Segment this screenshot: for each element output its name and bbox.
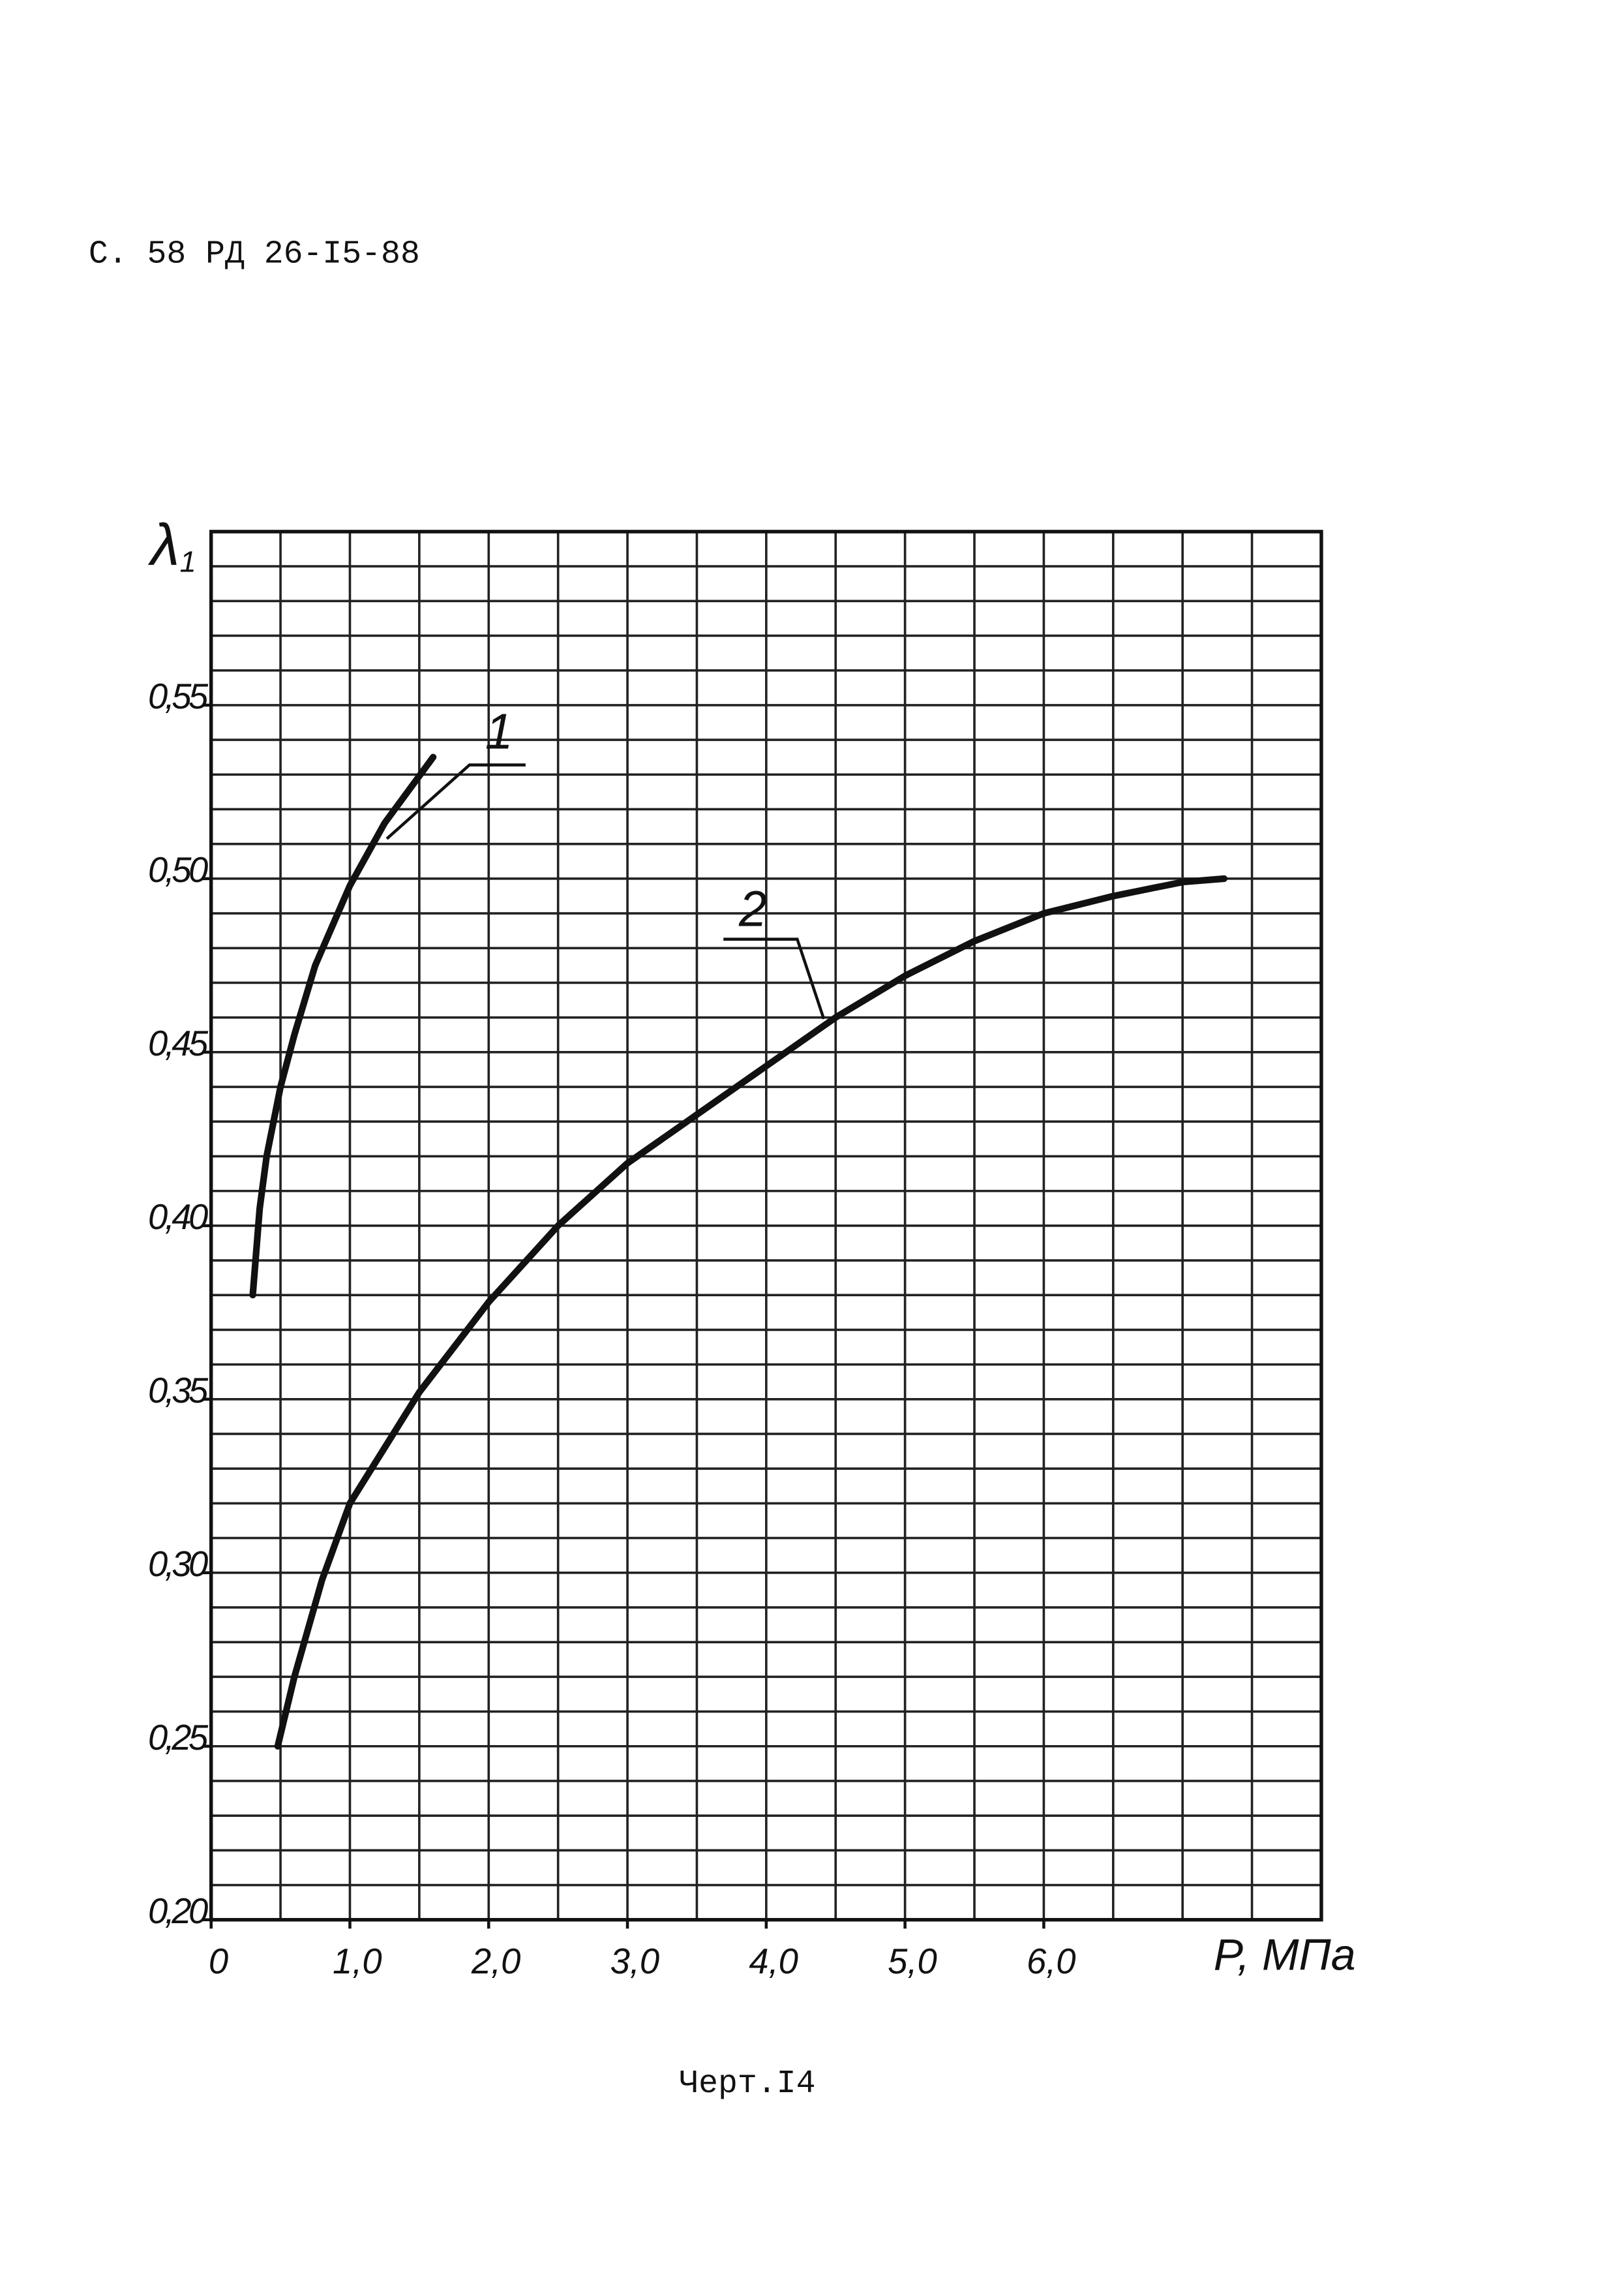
x-tick-label: 0 (209, 1941, 228, 1981)
x-tick-label: 1,0 (333, 1941, 382, 1981)
x-tick-label: 6,0 (1027, 1941, 1076, 1981)
page-header: С. 58 РД 26-I5-88 (89, 236, 420, 273)
y-axis-subscript: 1 (179, 545, 196, 579)
curve-label: 1 (485, 704, 513, 760)
x-tick-label: 3,0 (610, 1941, 660, 1981)
y-tick-label: 0,55 (148, 677, 209, 716)
x-tick-label: 4,0 (749, 1941, 798, 1981)
x-tick-label: 2,0 (471, 1941, 521, 1981)
curve (249, 753, 437, 1299)
x-axis-label: P, МПа (1214, 1931, 1356, 1980)
leader-line (723, 937, 826, 1020)
curve-label: 2 (738, 881, 767, 937)
y-tick-label: 0,25 (148, 1718, 209, 1757)
y-tick-label: 0,45 (148, 1024, 209, 1063)
y-axis-symbol: λ (147, 512, 180, 578)
y-tick-label: 0,35 (148, 1371, 209, 1410)
leader-line (385, 763, 526, 840)
curve (274, 875, 1228, 1750)
y-tick-label: 0,20 (148, 1891, 208, 1931)
y-tick-label: 0,30 (148, 1544, 208, 1584)
figure-caption: Черт.I4 (679, 2065, 815, 2102)
y-axis-label: λ1 (147, 512, 196, 579)
y-tick-label: 0,40 (148, 1197, 208, 1237)
x-tick-label: 5,0 (888, 1941, 937, 1981)
y-tick-label: 0,50 (148, 850, 208, 890)
